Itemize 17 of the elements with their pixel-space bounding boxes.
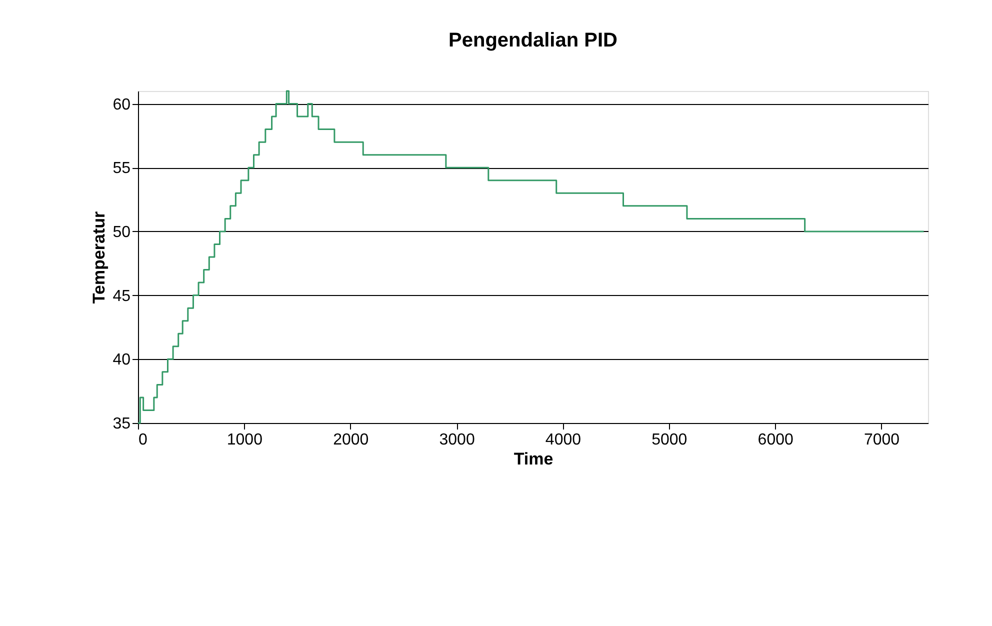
y-tick-label: 55 [112,160,131,178]
y-tick-label: 45 [112,288,131,305]
x-tick-label: 2000 [333,432,369,448]
x-tick-label: 3000 [439,432,475,448]
x-tick-label: 7000 [864,432,900,448]
y-tick-label: 40 [112,352,131,369]
y-tick-label: 50 [112,224,131,241]
x-axis-title: Time [514,450,554,468]
y-tick-label: 60 [112,96,131,114]
y-tick-label: 35 [112,416,131,432]
x-tick-label: 4000 [545,432,582,448]
x-tick-label: 6000 [758,432,794,448]
chart-title: Pengendalian PID [448,29,618,52]
x-tick-label: 1000 [226,432,263,448]
x-tick-label: 5000 [652,432,688,448]
y-axis-title: Temperatur [90,210,109,304]
x-tick-label: 0 [138,432,148,448]
